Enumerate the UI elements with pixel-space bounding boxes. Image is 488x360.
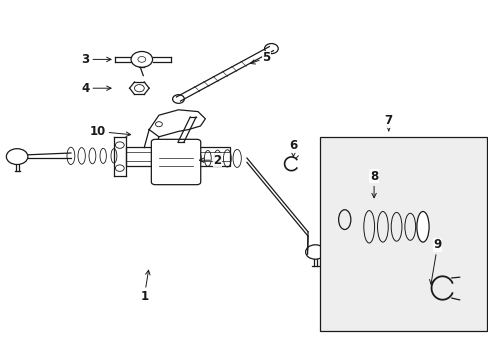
- Text: 9: 9: [428, 238, 441, 284]
- FancyBboxPatch shape: [151, 139, 200, 185]
- Ellipse shape: [416, 211, 428, 242]
- Text: 5: 5: [250, 51, 270, 64]
- Text: 3: 3: [81, 53, 111, 66]
- Text: 6: 6: [289, 139, 297, 156]
- Text: 2: 2: [199, 154, 221, 167]
- Text: 10: 10: [89, 125, 130, 138]
- Text: 7: 7: [384, 114, 392, 131]
- Bar: [126, 147, 229, 166]
- Text: 4: 4: [81, 82, 111, 95]
- Text: 8: 8: [369, 170, 377, 198]
- Bar: [320, 137, 486, 331]
- Text: 1: 1: [140, 270, 150, 303]
- Bar: [188, 149, 198, 157]
